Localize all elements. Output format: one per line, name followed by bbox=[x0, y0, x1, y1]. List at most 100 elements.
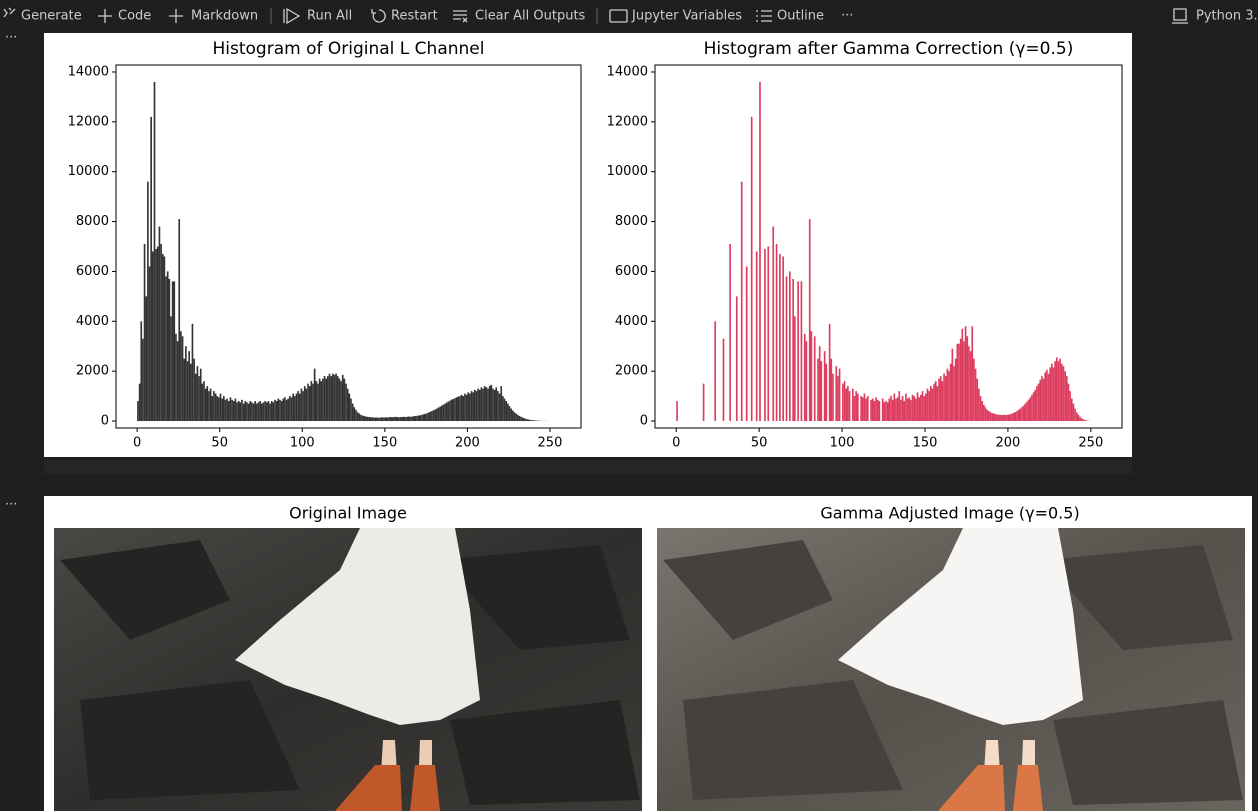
bar bbox=[350, 398, 352, 422]
bar bbox=[976, 378, 979, 422]
bar bbox=[180, 331, 182, 422]
bar bbox=[860, 396, 862, 422]
restart-icon bbox=[371, 9, 386, 23]
bar bbox=[226, 398, 228, 422]
bar bbox=[158, 226, 161, 422]
code-icon bbox=[98, 9, 112, 23]
bar bbox=[460, 394, 463, 422]
bar bbox=[328, 373, 331, 422]
bar bbox=[231, 399, 233, 422]
cell-menu[interactable]: ··· bbox=[5, 31, 17, 46]
bar bbox=[340, 381, 342, 422]
bar bbox=[294, 396, 296, 422]
toolbar-item[interactable]: Markdown bbox=[191, 9, 258, 24]
bar bbox=[735, 296, 738, 422]
toolbar-icons bbox=[3, 7, 1188, 25]
bar bbox=[178, 219, 181, 422]
bar bbox=[442, 404, 445, 422]
bar bbox=[239, 402, 242, 422]
bar bbox=[365, 416, 367, 422]
bar bbox=[971, 326, 974, 422]
bar bbox=[399, 417, 402, 422]
toolbar-item[interactable]: Restart bbox=[391, 9, 438, 24]
bar bbox=[335, 373, 337, 422]
bar bbox=[911, 394, 914, 422]
cell-menu[interactable]: ··· bbox=[5, 498, 17, 513]
toolbar-item[interactable]: Clear All Outputs bbox=[475, 9, 586, 24]
x-tick-label: 0 bbox=[672, 436, 680, 451]
bar bbox=[227, 401, 230, 422]
bar bbox=[376, 417, 379, 422]
bar bbox=[764, 248, 766, 422]
toolbar-item[interactable]: Run All bbox=[307, 9, 352, 24]
kernel-label[interactable]: Python 3. bbox=[1196, 9, 1258, 24]
toolbar-item[interactable]: Outline bbox=[777, 9, 824, 24]
bar bbox=[510, 408, 512, 422]
bar bbox=[1051, 363, 1053, 422]
bar bbox=[910, 399, 912, 422]
bar bbox=[244, 401, 247, 422]
bar bbox=[421, 414, 423, 422]
bar bbox=[336, 376, 339, 422]
bar bbox=[852, 388, 854, 422]
bar bbox=[1037, 383, 1040, 422]
bar bbox=[360, 414, 362, 422]
bar bbox=[383, 417, 385, 422]
bar bbox=[1079, 416, 1081, 422]
bar bbox=[1080, 418, 1083, 422]
bar bbox=[946, 368, 949, 422]
bar bbox=[368, 417, 370, 422]
bar bbox=[759, 81, 761, 422]
bar bbox=[1067, 383, 1070, 422]
bar bbox=[938, 378, 940, 422]
toolbar-item[interactable]: Code bbox=[118, 9, 151, 24]
bar bbox=[436, 408, 438, 422]
bar bbox=[861, 397, 864, 422]
bar bbox=[455, 397, 458, 422]
variables-icon bbox=[609, 9, 628, 23]
bar bbox=[280, 401, 283, 422]
bar bbox=[492, 388, 494, 422]
bar bbox=[1054, 361, 1056, 422]
bar bbox=[351, 403, 354, 422]
bar bbox=[865, 398, 867, 422]
bar bbox=[1014, 412, 1017, 422]
bar bbox=[775, 244, 778, 422]
bar bbox=[341, 374, 344, 422]
bar bbox=[928, 391, 930, 422]
bar bbox=[518, 416, 521, 422]
toolbar-item[interactable]: Generate bbox=[21, 9, 82, 24]
bar bbox=[331, 373, 334, 422]
bar bbox=[137, 401, 139, 422]
bar bbox=[785, 276, 788, 422]
bar bbox=[1059, 358, 1061, 422]
bar bbox=[818, 346, 821, 422]
bar bbox=[198, 376, 200, 422]
bar bbox=[973, 358, 975, 422]
bar bbox=[896, 397, 899, 422]
bar bbox=[856, 393, 859, 422]
bar bbox=[473, 389, 476, 422]
bar bbox=[199, 368, 202, 422]
bar bbox=[1021, 407, 1023, 422]
bar bbox=[247, 403, 250, 422]
axes-frame bbox=[654, 64, 1123, 429]
toolbar-item[interactable]: Jupyter Variables bbox=[631, 9, 742, 24]
bar bbox=[828, 323, 831, 422]
bar bbox=[838, 368, 841, 422]
bar bbox=[318, 378, 321, 422]
bar bbox=[300, 388, 303, 422]
bar bbox=[495, 387, 498, 422]
bar bbox=[905, 393, 907, 422]
bar bbox=[959, 338, 962, 422]
bar bbox=[303, 386, 306, 422]
bar bbox=[974, 368, 977, 422]
bar bbox=[924, 393, 927, 422]
image-title: Original Image bbox=[289, 504, 407, 523]
bar bbox=[232, 401, 235, 422]
bar bbox=[676, 401, 678, 422]
toolbar-bg bbox=[0, 0, 1258, 32]
toolbar-item[interactable]: ··· bbox=[841, 9, 853, 24]
bar bbox=[297, 391, 299, 422]
